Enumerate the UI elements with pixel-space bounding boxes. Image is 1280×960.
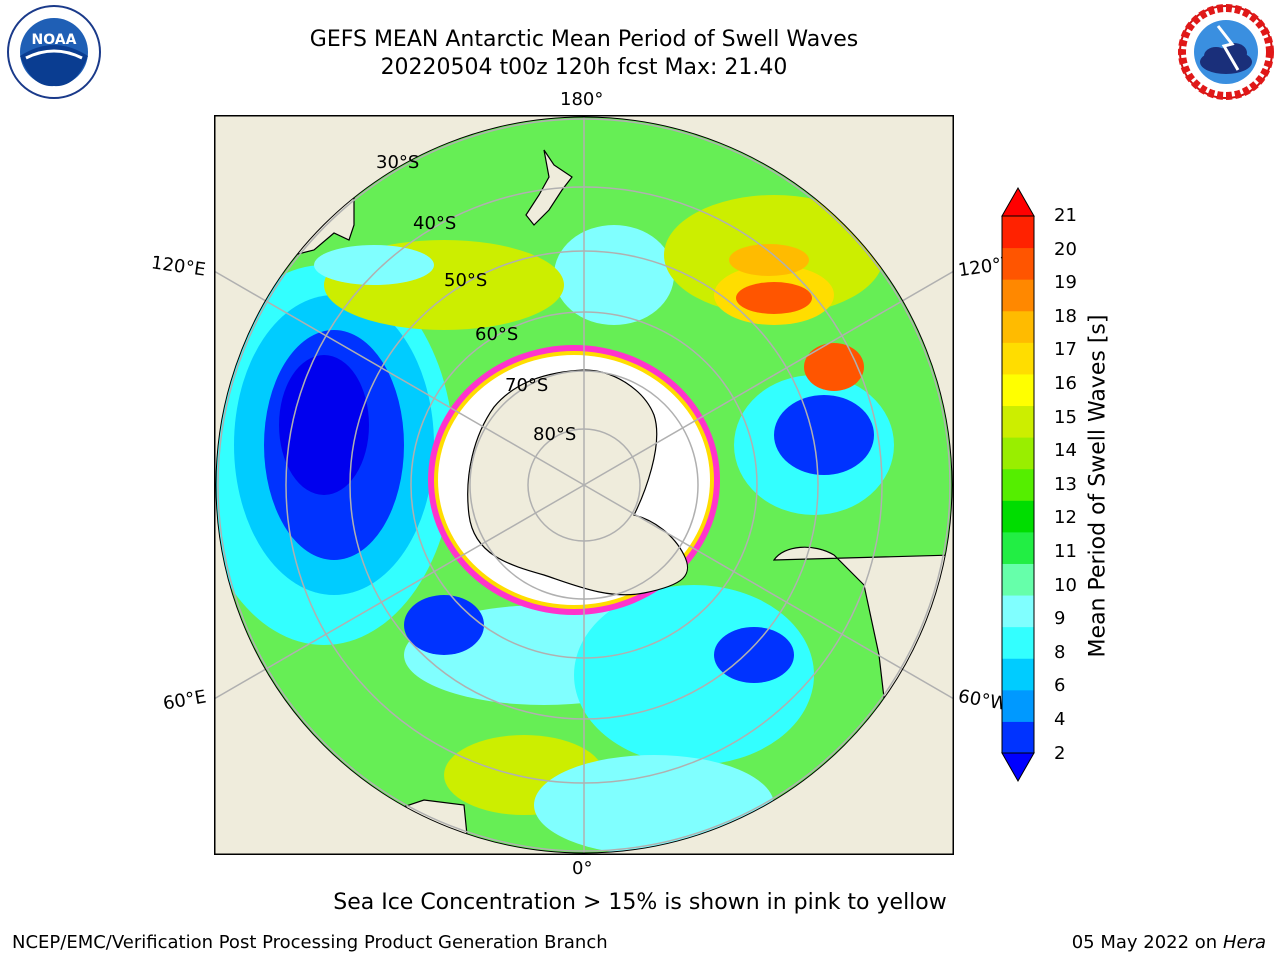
colorbar-tick-label: 18 xyxy=(1054,305,1077,327)
colorbar-label: Mean Period of Swell Waves [s] xyxy=(1085,314,1111,658)
map-boundary xyxy=(215,116,953,854)
colorbar-tick-label: 8 xyxy=(1054,641,1066,663)
sea-ice-caption: Sea Ice Concentration > 15% is shown in … xyxy=(333,890,947,915)
colorbar-tick-label: 16 xyxy=(1054,373,1077,394)
lon-label-120e: 120°E xyxy=(149,252,207,281)
meridians xyxy=(214,115,954,855)
colorbar-cell xyxy=(1002,658,1034,691)
colorbar-tick-label: 20 xyxy=(1054,238,1077,260)
colorbar-tick-label: 12 xyxy=(1054,507,1077,529)
colorbar-cell xyxy=(1002,689,1034,722)
colorbar-tick-label: 19 xyxy=(1054,272,1077,294)
colorbar-cell xyxy=(1002,563,1034,596)
new-zealand xyxy=(525,149,573,226)
colorbar-tick-label: 2 xyxy=(1054,742,1066,764)
colorbar-cell xyxy=(1002,468,1034,501)
lon-label-0: 0° xyxy=(572,858,593,879)
colorbar-cell xyxy=(1002,626,1034,659)
colorbar-tick-label: 21 xyxy=(1054,205,1077,226)
noaa-logo: NOAA xyxy=(7,5,101,99)
colorbar-cell xyxy=(1002,437,1034,470)
colorbar xyxy=(1001,186,1035,783)
colorbar-tick-label: 9 xyxy=(1054,608,1066,630)
colorbar-cell xyxy=(1002,405,1034,438)
colorbar-tick-label: 13 xyxy=(1054,473,1077,495)
colorbar-cell xyxy=(1002,247,1034,280)
lat-label-40s: 40°S xyxy=(413,213,457,234)
footer-branch: NCEP/EMC/Verification Post Processing Pr… xyxy=(12,932,608,953)
lat-label-70s: 70°S xyxy=(505,375,549,396)
colorbar-tick-label: 10 xyxy=(1054,574,1077,596)
colorbar-cell xyxy=(1002,595,1034,628)
lat-label-80s: 80°S xyxy=(533,424,577,445)
colorbar-cell xyxy=(1002,216,1034,249)
colorbar-cell xyxy=(1002,531,1034,564)
colorbar-tick-label: 14 xyxy=(1054,440,1077,462)
colorbar-cell xyxy=(1002,279,1034,312)
colorbar-cell xyxy=(1002,721,1034,754)
lat-label-50s: 50°S xyxy=(444,270,488,291)
colorbar-cell xyxy=(1002,500,1034,533)
nws-logo xyxy=(1178,4,1274,100)
lon-label-180: 180° xyxy=(560,89,604,110)
colorbar-tick-label: 6 xyxy=(1054,675,1066,697)
colorbar-tick-label: 15 xyxy=(1054,406,1077,428)
map-title: GEFS MEAN Antarctic Mean Period of Swell… xyxy=(309,27,859,52)
colorbar-tick-label: 17 xyxy=(1054,339,1077,361)
footer-date: 05 May 2022 on Hera xyxy=(1071,932,1266,953)
polar-map xyxy=(214,115,954,855)
colorbar-tick-label: 4 xyxy=(1054,709,1066,730)
colorbar-tick-label: 11 xyxy=(1054,541,1077,562)
map-frame xyxy=(214,115,954,855)
svg-text:NOAA: NOAA xyxy=(32,32,77,48)
colorbar-cell xyxy=(1002,373,1034,407)
lat-label-30s: 30°S xyxy=(376,152,420,173)
colorbar-cell xyxy=(1002,342,1034,375)
antarctica xyxy=(467,369,689,596)
colorbar-cell xyxy=(1002,310,1034,343)
lat-label-60s: 60°S xyxy=(475,324,519,345)
footer-machine: Hera xyxy=(1222,932,1266,953)
map-subtitle: 20220504 t00z 120h fcst Max: 21.40 xyxy=(380,55,788,80)
lon-label-60e: 60°E xyxy=(161,686,208,715)
